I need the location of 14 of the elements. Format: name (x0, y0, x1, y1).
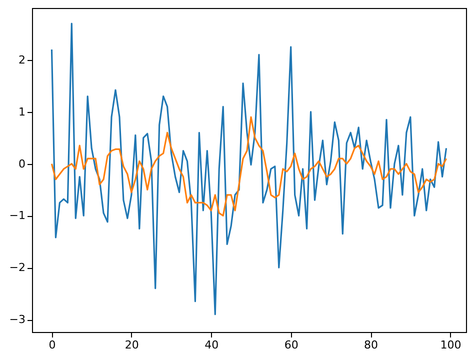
y-tick-label: −2 (9, 261, 26, 274)
x-tick-label: 40 (204, 338, 219, 352)
x-tick-label: 0 (48, 338, 56, 352)
line-series (50, 116, 448, 216)
x-tick-label: 80 (364, 338, 378, 352)
x-tick-label: 100 (440, 338, 462, 352)
line-series (50, 22, 448, 316)
y-tick-label: −1 (9, 209, 26, 222)
y-tick-label: 2 (18, 53, 26, 66)
y-tick-label: 0 (18, 157, 26, 170)
y-tick-label: −3 (9, 313, 26, 326)
y-tick-label: 1 (18, 105, 26, 118)
x-tick-label: 60 (284, 338, 298, 352)
x-tick-label: 20 (124, 338, 139, 352)
